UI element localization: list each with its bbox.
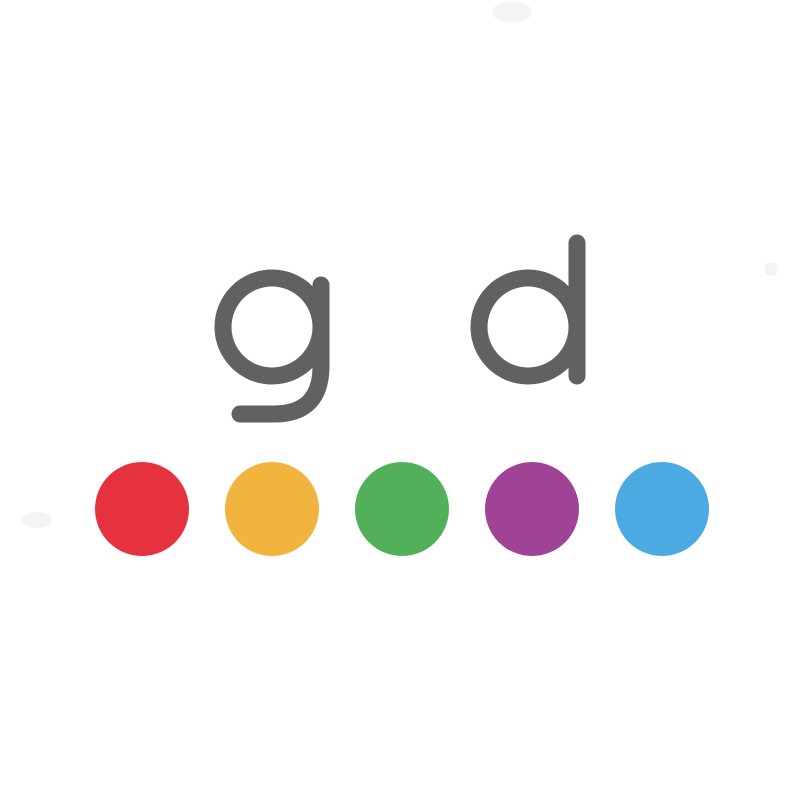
- dot-yellow: [225, 462, 319, 556]
- background-artifact: [764, 262, 778, 276]
- dot-purple: [485, 462, 579, 556]
- color-dots-row: [95, 462, 709, 556]
- dot-blue: [615, 462, 709, 556]
- dot-green: [355, 462, 449, 556]
- dot-red: [95, 462, 189, 556]
- background-artifact: [492, 2, 532, 22]
- logo-letter-d: [470, 234, 586, 385]
- logo-letter-g: [214, 269, 330, 423]
- background-artifact: [22, 512, 52, 528]
